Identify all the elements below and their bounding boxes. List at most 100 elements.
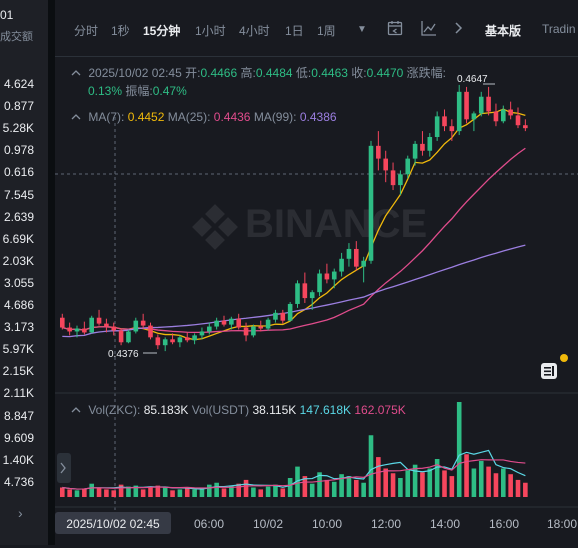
volume-bar (133, 485, 139, 497)
candle-body (236, 318, 241, 328)
ma-info-row: MA(7): 0.4452 MA(25): 0.4436 MA(99): 0.4… (71, 110, 337, 124)
interval-1s[interactable]: 1秒 (111, 24, 130, 38)
time-tick-1000: 10:00 (312, 517, 342, 531)
vol-usdt-label: Vol(USDT) (191, 403, 250, 417)
turnover-column-label: 成交额 (0, 31, 33, 43)
candle (478, 91, 484, 117)
candle (258, 320, 264, 332)
change-value: 0.13% (88, 84, 123, 98)
time-tick-1002: 10/02 (253, 517, 283, 531)
candle-body (74, 328, 80, 332)
interval-1d[interactable]: 1日 (285, 24, 304, 38)
ma99-line (62, 244, 526, 338)
candle-body (361, 260, 366, 267)
more-icon[interactable] (451, 20, 467, 36)
candle-body (89, 317, 94, 333)
candle (126, 329, 131, 344)
volume-bars (60, 402, 528, 497)
candle (243, 322, 249, 342)
candle (449, 119, 455, 141)
chevron-up-icon[interactable] (71, 111, 85, 125)
ma7-value: 0.4452 (127, 110, 165, 124)
panel-divider[interactable] (48, 0, 55, 545)
binance-watermark: BINANCE (192, 202, 427, 250)
turnover-value: 5.28K (2, 121, 34, 136)
candle (111, 322, 117, 336)
candle-body (258, 326, 264, 329)
candle-body (60, 317, 65, 328)
chart-type-icon[interactable] (421, 20, 437, 36)
kline-chart[interactable]: BINANCE 0.4647 0.4376 06:00 10/02 10:00 … (55, 57, 578, 545)
candle-body (331, 271, 337, 280)
interval-1w[interactable]: 1周 (317, 24, 336, 38)
chart-canvas[interactable]: BINANCE 0.4647 0.4376 06:00 10/02 10:00 … (55, 57, 578, 545)
candle-body (287, 303, 293, 321)
tradingview-tab[interactable]: Tradin (542, 22, 576, 36)
candle (376, 131, 381, 171)
candle (74, 325, 80, 338)
candle (236, 313, 241, 330)
candle (486, 86, 491, 116)
volume-bar (60, 487, 65, 497)
candle (317, 269, 322, 297)
candle (515, 107, 521, 129)
candle-body (420, 143, 425, 151)
chevron-right-icon[interactable]: › (18, 505, 23, 521)
candle-body (243, 327, 249, 336)
basic-view-tab[interactable]: 基本版 (485, 24, 522, 38)
interval-time-share[interactable]: 分时 (74, 24, 99, 38)
amplitude-value: 0.47% (152, 84, 187, 98)
turnover-value: 3.173 (3, 320, 34, 335)
candle (295, 280, 300, 308)
chevron-up-icon[interactable] (71, 404, 85, 418)
orderbook-toggle-icon[interactable] (541, 354, 568, 379)
candle-body (354, 248, 359, 267)
ma25-label: MA(25): (167, 110, 211, 124)
high-marker-label: 0.4647 (457, 74, 488, 85)
candle-body (280, 312, 286, 321)
turnover-value: 0.877 (3, 99, 34, 114)
candle (251, 324, 256, 338)
interval-1h[interactable]: 1小时 (195, 24, 226, 38)
candle (207, 322, 212, 335)
volume-bar (442, 470, 447, 497)
volume-bar (155, 485, 161, 497)
candle (170, 333, 175, 345)
volume-bar (265, 486, 271, 497)
time-tick-1600: 16:00 (489, 517, 519, 531)
candle (368, 140, 374, 264)
ma99-value: 0.4386 (299, 110, 337, 124)
candle-body (501, 109, 506, 122)
candle (184, 332, 190, 343)
candle (265, 317, 271, 331)
candle-body (464, 91, 469, 120)
turnover-value: 1.40K (2, 452, 34, 467)
volume-bar (192, 489, 197, 497)
candle (339, 252, 344, 277)
volume-pane-handle[interactable] (57, 453, 71, 483)
candle-body (67, 327, 72, 332)
time-tick-1400: 14:00 (430, 517, 460, 531)
indicator-settings-icon[interactable] (387, 20, 403, 36)
candle (434, 111, 440, 141)
candle-body (309, 292, 315, 299)
chevron-up-icon[interactable] (71, 67, 85, 81)
volume-bar (361, 482, 366, 497)
candle (214, 317, 219, 330)
volume-bar (243, 479, 249, 497)
interval-4h[interactable]: 4小时 (239, 24, 270, 38)
candle (427, 133, 433, 157)
candle-body (471, 113, 477, 120)
candle (523, 119, 528, 132)
volume-bar (464, 454, 469, 497)
open-label: 开: (185, 66, 201, 80)
interval-15m[interactable]: 15分钟 (143, 24, 181, 38)
turnover-value: 7.545 (3, 187, 34, 202)
caret-down-icon[interactable]: ▼ (357, 24, 367, 35)
candle (324, 263, 330, 284)
candle-body (155, 337, 161, 346)
volume-bar (96, 487, 102, 497)
candle-body (486, 96, 491, 112)
candle (383, 150, 388, 183)
candle-body (199, 331, 205, 336)
